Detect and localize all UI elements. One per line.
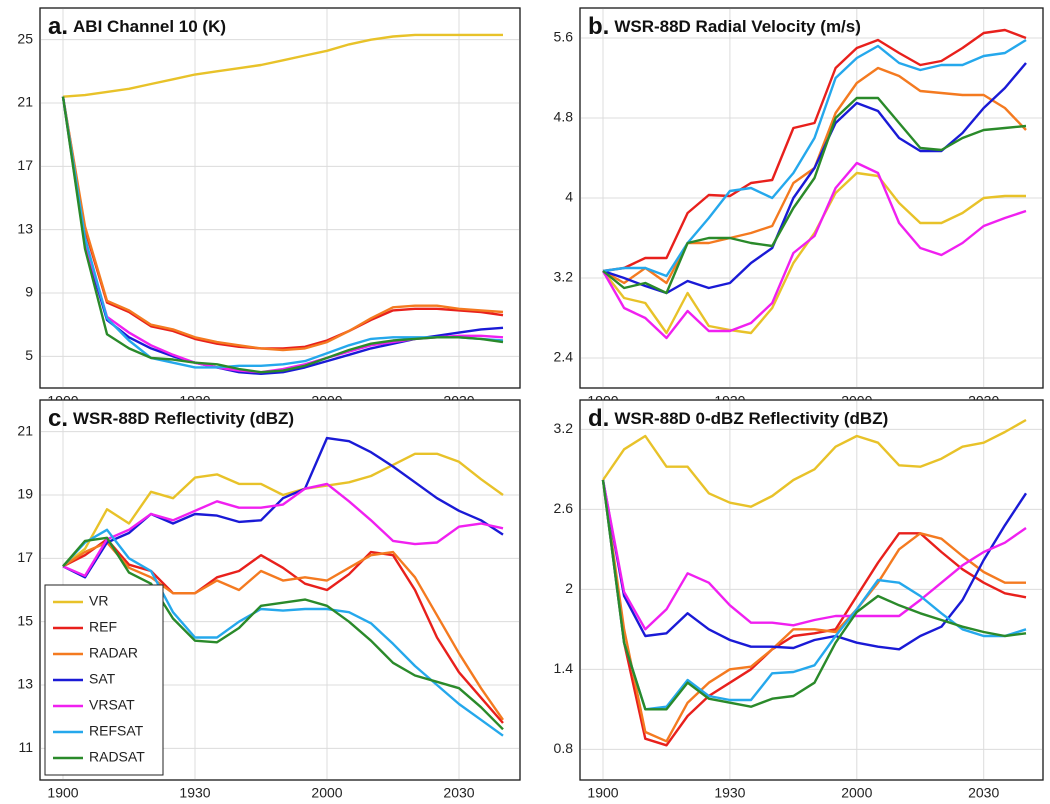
series-line bbox=[601, 479, 1026, 743]
y-tick-label: 4.8 bbox=[554, 109, 574, 125]
y-tick-label: 1.4 bbox=[554, 660, 574, 676]
panel-title: d. WSR-88D 0-dBZ Reflectivity (dBZ) bbox=[588, 405, 888, 432]
y-tick-label: 2.4 bbox=[554, 349, 574, 365]
y-tick-label: 4 bbox=[565, 189, 573, 205]
plot-border bbox=[39, 7, 521, 389]
panel-title-text: WSR-88D Radial Velocity (m/s) bbox=[614, 17, 861, 36]
panel bbox=[579, 7, 1044, 389]
series-line bbox=[602, 418, 1027, 508]
x-tick-label: 2030 bbox=[968, 785, 999, 801]
plot-border bbox=[579, 399, 1044, 781]
panel-title-text: WSR-88D 0-dBZ Reflectivity (dBZ) bbox=[614, 409, 888, 428]
y-tick-label: 19 bbox=[17, 486, 33, 502]
legend-label: REF bbox=[89, 619, 117, 635]
plot-border bbox=[579, 7, 1044, 389]
y-tick-label: 15 bbox=[17, 612, 33, 628]
series-line bbox=[62, 541, 504, 721]
y-tick-label: 0.8 bbox=[554, 740, 574, 756]
x-tick-label: 2000 bbox=[311, 785, 342, 801]
panel-title-text: WSR-88D Reflectivity (dBZ) bbox=[73, 409, 294, 428]
legend-label: VRSAT bbox=[89, 697, 135, 713]
y-tick-label: 2 bbox=[565, 580, 573, 596]
series-line bbox=[62, 536, 504, 731]
x-tick-label: 1930 bbox=[179, 785, 210, 801]
series-line bbox=[62, 436, 504, 579]
legend: VR REF RADAR SAT VRSAT REFSAT RADSAT bbox=[44, 584, 164, 776]
legend-label: VR bbox=[89, 593, 108, 609]
series-line bbox=[602, 96, 1027, 295]
panel-letter: c. bbox=[48, 405, 68, 432]
series-line bbox=[62, 452, 504, 568]
series-line bbox=[601, 479, 1027, 631]
series-line bbox=[61, 96, 504, 350]
panel bbox=[579, 399, 1044, 781]
x-tick-label: 1900 bbox=[47, 785, 78, 801]
series-line bbox=[602, 62, 1027, 295]
series-line bbox=[601, 161, 1027, 340]
y-tick-label: 11 bbox=[18, 739, 33, 755]
panel-title-text: ABI Channel 10 (K) bbox=[73, 17, 226, 36]
series-line bbox=[601, 479, 1027, 711]
series-line bbox=[62, 538, 504, 724]
y-tick-label: 5 bbox=[25, 347, 33, 363]
x-tick-label: 2030 bbox=[443, 785, 474, 801]
y-tick-label: 2.6 bbox=[554, 500, 574, 516]
legend-label: RADAR bbox=[89, 645, 138, 661]
x-tick-label: 2000 bbox=[841, 785, 872, 801]
series-line bbox=[62, 33, 503, 98]
y-tick-label: 3.2 bbox=[554, 420, 574, 436]
y-tick-label: 13 bbox=[17, 220, 33, 236]
panel-title: c. WSR-88D Reflectivity (dBZ) bbox=[48, 405, 294, 432]
legend-label: REFSAT bbox=[89, 723, 144, 739]
y-tick-label: 21 bbox=[17, 94, 33, 110]
plot-area bbox=[579, 399, 1044, 781]
x-tick-label: 1930 bbox=[714, 785, 745, 801]
panel-letter: d. bbox=[588, 405, 609, 432]
series-line bbox=[62, 482, 504, 577]
series-line bbox=[61, 96, 504, 352]
y-tick-label: 17 bbox=[17, 549, 33, 565]
plot-area bbox=[39, 7, 521, 389]
legend-label: RADSAT bbox=[89, 749, 145, 765]
series-line bbox=[602, 28, 1027, 273]
panel-letter: a. bbox=[48, 13, 68, 40]
series-line bbox=[602, 38, 1027, 278]
y-tick-label: 13 bbox=[17, 676, 33, 692]
y-tick-label: 17 bbox=[17, 157, 33, 173]
panel-letter: b. bbox=[588, 13, 609, 40]
series-line bbox=[61, 96, 504, 374]
x-tick-label: 1900 bbox=[587, 785, 618, 801]
series-line bbox=[601, 479, 1027, 747]
legend-label: SAT bbox=[89, 671, 116, 687]
plot-border bbox=[39, 399, 521, 781]
panel-title: a. ABI Channel 10 (K) bbox=[48, 13, 226, 40]
series-line bbox=[602, 171, 1026, 335]
y-tick-label: 21 bbox=[17, 422, 33, 438]
y-tick-label: 25 bbox=[17, 30, 33, 46]
y-tick-label: 5.6 bbox=[554, 29, 574, 45]
panel bbox=[39, 7, 521, 389]
y-tick-label: 3.2 bbox=[554, 269, 574, 285]
series-line bbox=[601, 479, 1028, 651]
y-tick-label: 9 bbox=[25, 284, 33, 300]
panel-title: b. WSR-88D Radial Velocity (m/s) bbox=[588, 13, 861, 40]
